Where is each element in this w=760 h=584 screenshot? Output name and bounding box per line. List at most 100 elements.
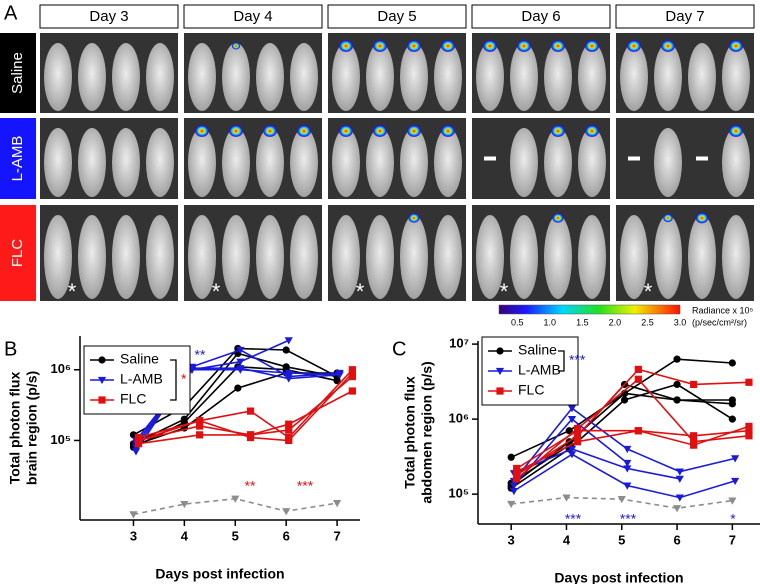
mouse (578, 215, 606, 299)
data-point (745, 427, 753, 435)
data-point (728, 396, 736, 404)
signal-blob (339, 125, 353, 137)
mouse (188, 128, 216, 197)
data-point (745, 432, 753, 440)
mouse (578, 43, 606, 111)
asterisk: * (644, 279, 653, 304)
mouse (112, 43, 140, 111)
data-point (617, 495, 626, 504)
data-point (728, 415, 736, 423)
data-point (513, 475, 521, 483)
signal-blob (551, 125, 565, 137)
mouse (434, 43, 462, 111)
data-point (507, 453, 515, 461)
panel-label: B (4, 338, 17, 360)
signal-blob (441, 40, 455, 52)
mouse (544, 43, 572, 111)
mouse (366, 215, 394, 299)
signal-blob (373, 40, 387, 52)
data-point (507, 500, 516, 509)
data-point (623, 482, 632, 490)
x-tick-label: 5 (618, 532, 625, 547)
data-point (180, 500, 189, 509)
significance-label: *** (297, 478, 314, 494)
data-point (509, 482, 519, 490)
data-point (745, 422, 753, 430)
mouse (620, 43, 648, 111)
data-point (690, 441, 698, 449)
asterisk: * (500, 279, 509, 304)
signal-blob (483, 40, 497, 52)
data-point (565, 427, 573, 435)
mouse (654, 128, 682, 197)
data-point (620, 396, 629, 404)
legend-marker (496, 347, 504, 355)
data-point (246, 433, 255, 442)
mouse (434, 215, 462, 299)
legend-bracket (558, 350, 565, 372)
mouse (44, 128, 72, 197)
mouse (688, 215, 716, 299)
mouse (510, 215, 538, 299)
data-point (573, 427, 582, 435)
signal-blob (551, 40, 565, 52)
day-header-box (327, 4, 467, 29)
dead-mark (484, 156, 496, 161)
mouse (146, 215, 174, 299)
data-point (236, 358, 245, 366)
x-tick-label: 7 (729, 532, 736, 547)
legend-label: FLC (120, 391, 146, 407)
group-label-box (0, 33, 36, 113)
data-point (196, 422, 204, 430)
data-point (731, 477, 740, 486)
mouse (256, 215, 284, 299)
day-header: Day 4 (233, 8, 272, 25)
signal-blob (407, 40, 421, 52)
data-point (196, 431, 204, 439)
x-tick-label: 6 (283, 528, 290, 543)
mouse (654, 43, 682, 111)
mouse (222, 215, 250, 299)
group-label-box (0, 205, 36, 301)
signal-blob (552, 213, 564, 223)
y-axis-label: Total photon flux (402, 376, 418, 489)
legend-marker (495, 367, 505, 376)
significance-label: *** (569, 352, 586, 368)
mouse (722, 43, 750, 111)
x-tick-label: 5 (232, 528, 239, 543)
mouse (722, 215, 750, 299)
significance-label: * (181, 371, 187, 387)
panel-label: A (4, 2, 18, 24)
signal-blob (663, 213, 673, 223)
data-point (567, 416, 577, 424)
colorbar-tick-label: 3.0 (674, 317, 687, 327)
mouse (332, 128, 360, 197)
colorbar-title: Radiance x 10⁵ (692, 305, 754, 315)
data-point (348, 387, 356, 395)
legend-label: Saline (120, 351, 159, 367)
mouse (290, 128, 318, 197)
data-point (129, 511, 138, 519)
data-point (332, 500, 342, 508)
x-tick-label: 3 (508, 532, 515, 547)
significance-label: *** (620, 511, 637, 527)
significance-label: *** (565, 511, 582, 527)
mouse (222, 43, 250, 111)
legend-marker (98, 396, 106, 404)
mouse (654, 215, 682, 299)
significance-label: * (730, 511, 736, 527)
data-point (562, 494, 571, 502)
mouse (332, 43, 360, 111)
x-tick-label: 4 (563, 532, 571, 547)
data-point (131, 448, 141, 456)
legend-marker (496, 387, 504, 395)
mouse (400, 128, 428, 197)
signal-blob (195, 125, 209, 137)
data-point (672, 505, 682, 513)
legend-label: L-AMB (518, 362, 561, 378)
data-point (348, 369, 356, 377)
mouse (544, 128, 572, 197)
mouse (400, 43, 428, 111)
mouse (188, 43, 216, 111)
